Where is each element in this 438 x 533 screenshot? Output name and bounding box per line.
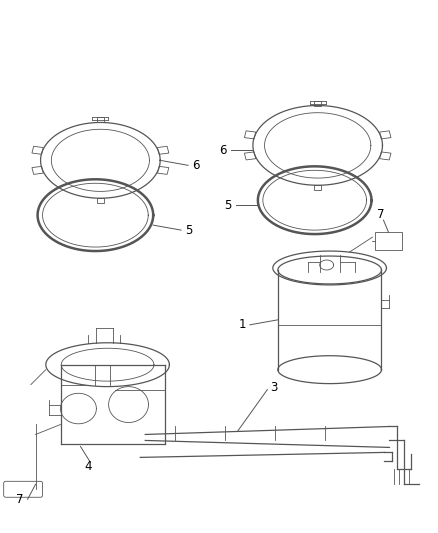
Text: 3: 3 — [270, 381, 278, 394]
Text: 1: 1 — [238, 318, 246, 332]
Text: 7: 7 — [16, 493, 24, 506]
Bar — [374, 232, 403, 250]
Text: 6: 6 — [219, 144, 227, 157]
Text: 6: 6 — [192, 159, 200, 172]
Text: 4: 4 — [85, 460, 92, 473]
Text: 5: 5 — [185, 224, 192, 237]
Text: 7: 7 — [377, 208, 384, 221]
Text: 5: 5 — [225, 199, 232, 212]
FancyBboxPatch shape — [4, 481, 42, 497]
